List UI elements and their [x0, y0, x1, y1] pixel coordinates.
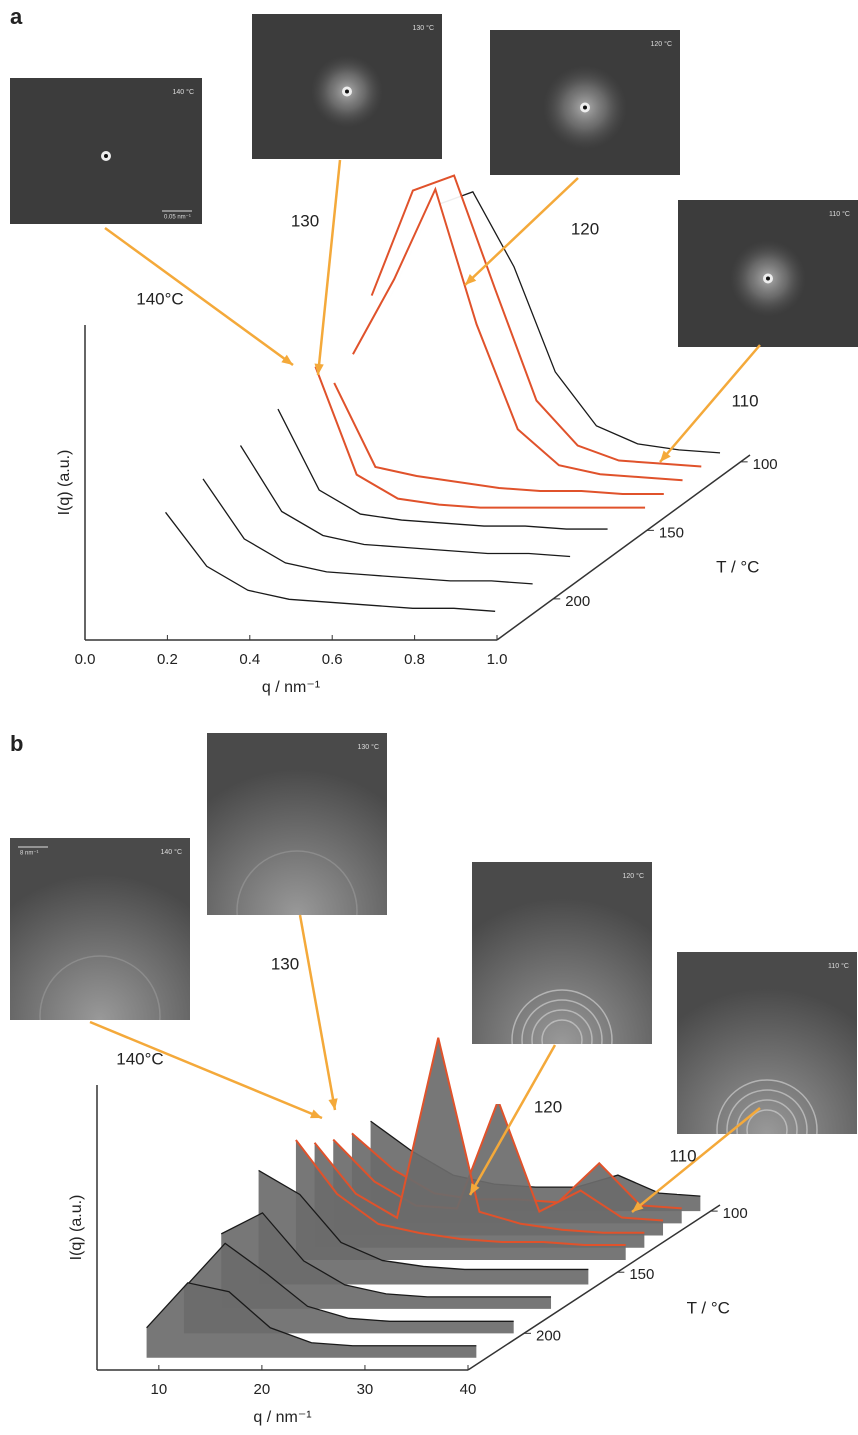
- inset-label: 130 °C: [358, 743, 379, 751]
- z-tick-label: 200: [536, 1327, 561, 1344]
- annotation-label: 120: [534, 1097, 562, 1116]
- inset-label: 110 °C: [829, 210, 850, 218]
- x-axis-label: q / nm⁻¹: [262, 679, 320, 696]
- annotation-arrow: [105, 228, 293, 365]
- inset-stop: [766, 277, 770, 281]
- annotation-label: 140°C: [136, 289, 183, 308]
- inset-cover: [472, 1044, 652, 1104]
- x-tick-label: 1.0: [487, 651, 508, 668]
- x-tick-label: 30: [357, 1381, 374, 1398]
- inset-image: [677, 952, 857, 1134]
- x-tick-label: 20: [254, 1381, 271, 1398]
- inset-label: 120 °C: [623, 872, 644, 880]
- inset-label: 120 °C: [651, 40, 672, 48]
- annotation-label: 140°C: [116, 1049, 163, 1068]
- annotation-label: 110: [669, 1146, 696, 1165]
- z-tick-label: 150: [629, 1266, 654, 1283]
- arrow-head: [310, 1109, 322, 1118]
- annotation-label: 130: [291, 211, 319, 230]
- page: a 0.0 0.2 0.4 0.6 0.8 1.0 100 150 200 q / nm⁻¹ I(q)…: [0, 0, 858, 1435]
- inset-image: [472, 862, 652, 1044]
- panel-label: b: [10, 731, 23, 756]
- inset-stop: [583, 106, 587, 110]
- z-tick-label: 200: [565, 593, 590, 610]
- inset-image: [207, 733, 387, 915]
- inset-label: 110 °C: [828, 962, 849, 970]
- x-tick-label: 0.6: [322, 651, 343, 668]
- z-axis-label: T / °C: [716, 558, 759, 577]
- inset-image: [10, 838, 190, 1020]
- x-tick-label: 0.2: [157, 651, 178, 668]
- x-axis-label: q / nm⁻¹: [253, 1409, 311, 1426]
- inset-label: 140 °C: [173, 88, 194, 96]
- figure: a 0.0 0.2 0.4 0.6 0.8 1.0 100 150 200 q / nm⁻¹ I(q)…: [0, 0, 858, 1435]
- x-tick-label: 10: [150, 1381, 167, 1398]
- scale-label: 8 nm⁻¹: [20, 851, 39, 857]
- inset-stop: [345, 90, 349, 94]
- scale-label: 0.05 nm⁻¹: [164, 215, 191, 221]
- arrow-head: [328, 1098, 337, 1110]
- inset-label: 140 °C: [161, 848, 182, 856]
- inset-stop: [104, 154, 108, 158]
- x-tick-label: 0.0: [75, 651, 96, 668]
- y-axis-label: I(q) (a.u.): [68, 1195, 85, 1261]
- annotation-label: 110: [731, 391, 758, 410]
- inset-cover: [677, 1134, 857, 1194]
- annotation-arrow: [318, 160, 340, 375]
- annotation-label: 130: [271, 954, 299, 973]
- annotation-label: 120: [571, 219, 599, 238]
- z-tick-label: 150: [659, 524, 684, 541]
- x-tick-label: 0.4: [239, 651, 260, 668]
- inset-label: 130 °C: [413, 24, 434, 32]
- z-tick-label: 100: [723, 1205, 748, 1222]
- y-axis-label: I(q) (a.u.): [56, 450, 73, 516]
- x-tick-label: 0.8: [404, 651, 425, 668]
- x-tick-label: 40: [460, 1381, 477, 1398]
- panel-label: a: [10, 4, 23, 29]
- z-axis-label: T / °C: [687, 1299, 730, 1318]
- z-tick-label: 100: [753, 456, 778, 473]
